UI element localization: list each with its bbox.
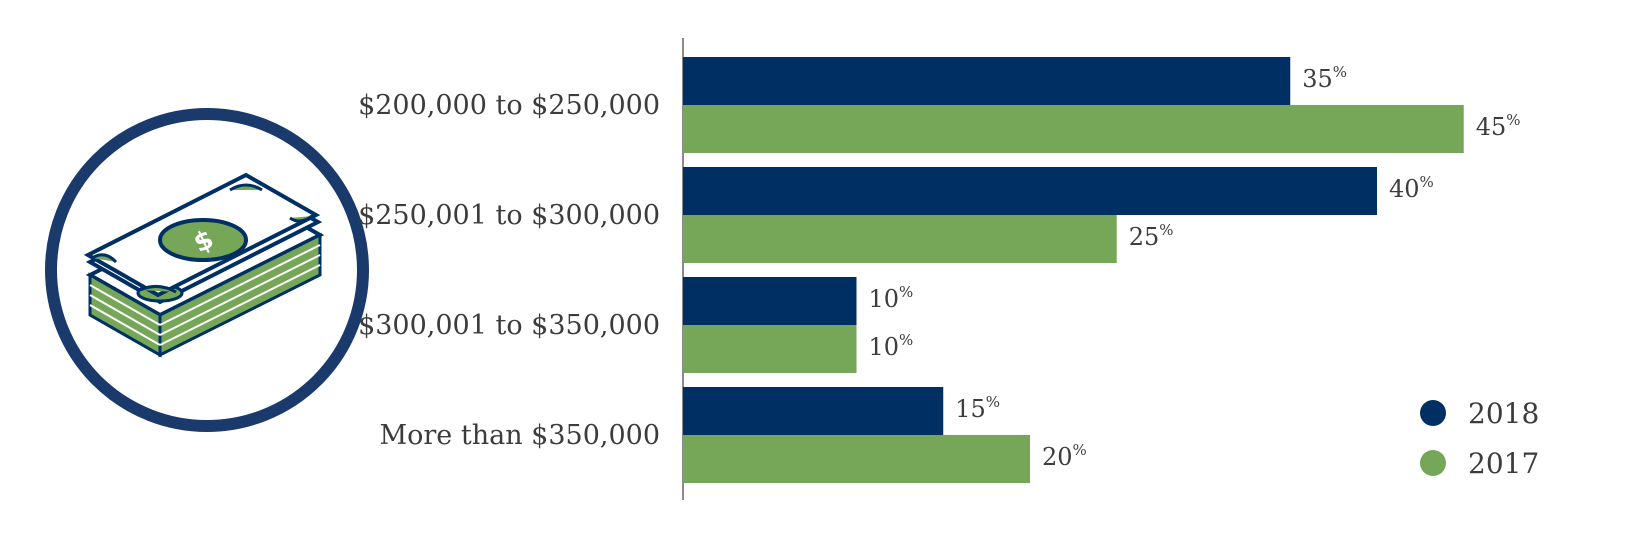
data-label: 10% — [869, 331, 914, 361]
bar-2017 — [683, 325, 857, 373]
data-label: 35% — [1302, 63, 1347, 93]
legend-marker-2017 — [1420, 450, 1446, 476]
legend: 2018 2017 — [1420, 397, 1539, 480]
bar-2017 — [683, 105, 1464, 153]
bar-2018 — [683, 57, 1291, 105]
category-label: $200,000 to $250,000 — [358, 90, 660, 121]
bar-2018 — [683, 167, 1377, 215]
legend-marker-2018 — [1420, 400, 1446, 426]
category-label: $250,001 to $300,000 — [358, 200, 660, 231]
data-label: 20% — [1042, 441, 1087, 471]
category-label: More than $350,000 — [379, 420, 660, 451]
data-label: 25% — [1129, 221, 1174, 251]
data-label: 45% — [1476, 111, 1521, 141]
category-label: $300,001 to $350,000 — [358, 310, 660, 341]
bar-2017 — [683, 435, 1030, 483]
bar-2017 — [683, 215, 1117, 263]
money-stack-icon: $ — [45, 108, 369, 432]
data-label: 15% — [955, 393, 1000, 423]
data-label: 10% — [869, 283, 914, 313]
bar-2018 — [683, 277, 857, 325]
legend-label-2018: 2018 — [1468, 397, 1539, 430]
data-label: 40% — [1389, 173, 1434, 203]
legend-label-2017: 2017 — [1468, 447, 1539, 480]
bar-2018 — [683, 387, 944, 435]
